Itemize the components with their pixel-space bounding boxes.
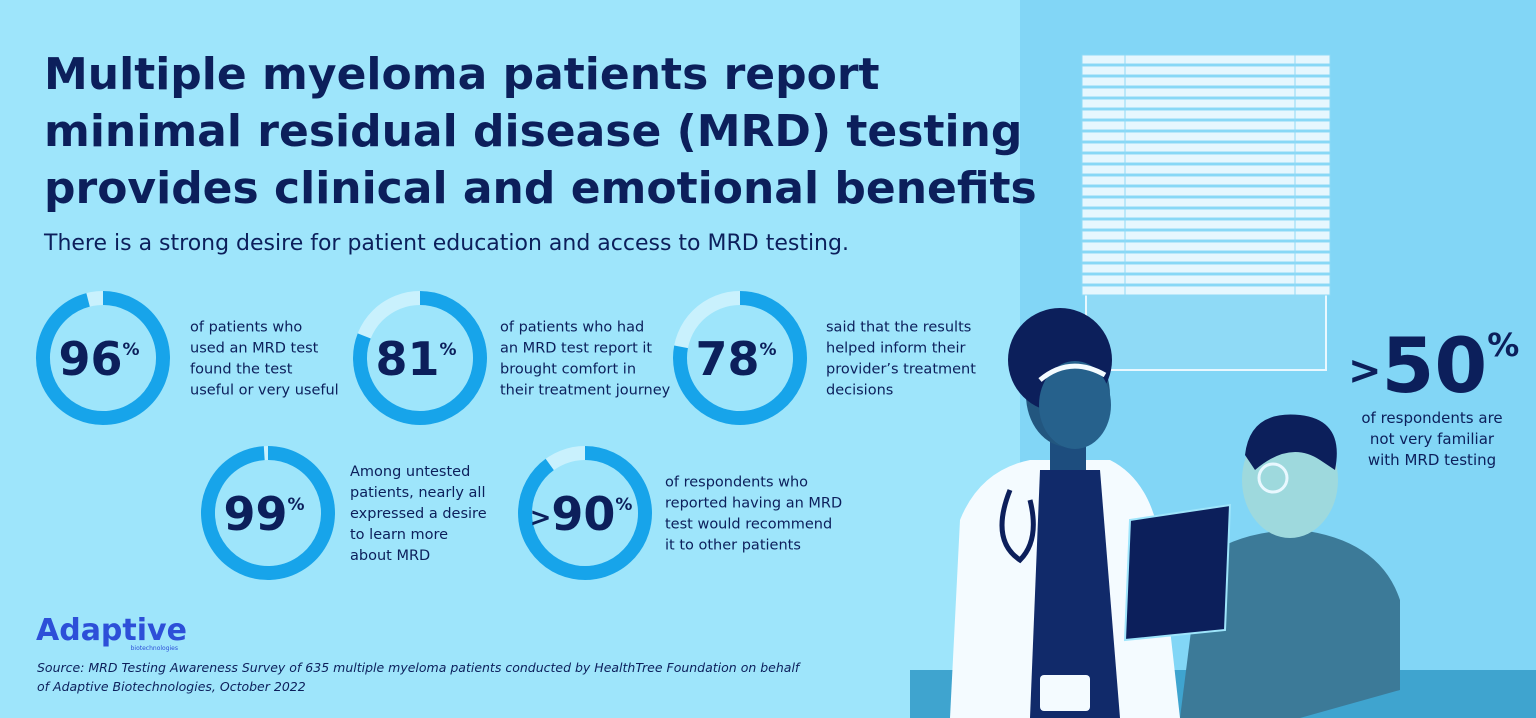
blind-slat <box>1081 164 1331 175</box>
stat-text: used an MRD test <box>190 341 319 357</box>
stat-unit: % <box>615 495 632 515</box>
blind-slat <box>1081 76 1331 87</box>
stat-number: 99% <box>223 487 304 541</box>
stat-text: it to other patients <box>665 538 801 554</box>
ring-arc <box>518 446 652 580</box>
illustration <box>910 308 1536 718</box>
blind-slat <box>1081 274 1331 285</box>
stat-text: patients, nearly all <box>350 485 486 501</box>
stat-value: 99 <box>223 487 287 541</box>
stat-text: expressed a desire <box>350 506 487 522</box>
stat-text: said that the results <box>826 320 971 336</box>
window <box>1081 54 1331 371</box>
stat-number: 78% <box>695 332 776 386</box>
stat-text: of patients who had <box>500 320 644 336</box>
patient-shirt <box>1180 530 1400 718</box>
doctor-shirt <box>1030 470 1120 718</box>
callout-text: not very familiar <box>1370 430 1495 448</box>
blind-slat <box>1081 230 1331 241</box>
blind-slat <box>1081 153 1331 164</box>
stat-number: 81% <box>375 332 456 386</box>
blind-slat <box>1081 241 1331 252</box>
stat-text: decisions <box>826 383 893 399</box>
blind-slat <box>1081 131 1331 142</box>
stat-text: helped inform their <box>826 341 966 357</box>
doctor-face-front <box>1039 361 1111 449</box>
stat-unit: % <box>439 340 456 360</box>
blind-slat <box>1081 142 1331 153</box>
source: Source: MRD Testing Awareness Survey of … <box>37 660 801 675</box>
glasses <box>1257 462 1289 494</box>
ring-arc <box>36 291 170 425</box>
stat-value: 78 <box>695 332 759 386</box>
blind-slat <box>1081 109 1331 120</box>
blinds <box>1081 54 1331 300</box>
callout-unit: % <box>1487 326 1519 364</box>
headband <box>1038 363 1107 382</box>
stat-text: brought comfort in <box>500 362 636 378</box>
blind-slat <box>1081 65 1331 76</box>
stat-text: of respondents who <box>665 475 808 491</box>
callout-value: 50 <box>1382 321 1488 410</box>
stat-text: an MRD test report it <box>500 341 652 357</box>
ring-arc <box>353 291 487 425</box>
source: of Adaptive Biotechnologies, October 202… <box>37 679 306 694</box>
logo-tagline: biotechnologies <box>131 645 178 652</box>
stat-text: to learn more <box>350 527 448 543</box>
stat-text: reported having an MRD <box>665 496 842 512</box>
title-line: Multiple myeloma patients report <box>44 49 880 100</box>
stat-unit: % <box>759 340 776 360</box>
stat-number: >90% <box>530 487 633 541</box>
blind-slat <box>1081 120 1331 131</box>
stat-prefix: > <box>530 503 552 533</box>
stat-text: test would recommend <box>665 517 832 533</box>
header: Multiple myeloma patients report minimal… <box>43 49 1037 256</box>
stat-text: their treatment journey <box>500 383 671 399</box>
blind-slat <box>1081 54 1331 65</box>
stat-value: 96 <box>58 332 122 386</box>
callout-text: of respondents are <box>1361 409 1502 427</box>
callout-text: with MRD testing <box>1368 451 1496 469</box>
logo-name: Adaptive <box>36 613 187 648</box>
blind-slat <box>1081 197 1331 208</box>
callout: >50% of respondents are not very familia… <box>1348 321 1519 469</box>
stat-text: useful or very useful <box>190 383 339 399</box>
stat-text: Among untested <box>350 464 470 480</box>
blind-slat <box>1081 175 1331 186</box>
title-line: minimal residual disease (MRD) testing <box>44 106 1022 157</box>
blind-slat <box>1081 263 1331 274</box>
title-line: provides clinical and emotional benefits <box>44 163 1037 214</box>
stat-unit: % <box>287 495 304 515</box>
stethoscope <box>999 489 1036 564</box>
ring-arc <box>673 291 807 425</box>
logo: Adaptive biotechnologies <box>36 613 187 652</box>
stat-text: about MRD <box>350 548 430 564</box>
blind-slat <box>1081 285 1331 296</box>
stat-number: 96% <box>58 332 139 386</box>
clipboard <box>1123 503 1232 642</box>
blind-slat <box>1081 219 1331 230</box>
stat-text: found the test <box>190 362 293 378</box>
cup <box>1040 675 1090 711</box>
callout-number: >50% <box>1348 321 1519 410</box>
window-frame <box>1085 289 1327 371</box>
stat-value: 90 <box>551 487 615 541</box>
patient-hair <box>1245 414 1337 470</box>
stat-value: 81 <box>375 332 439 386</box>
ring-arc <box>201 446 335 580</box>
subtitle: There is a strong desire for patient edu… <box>43 231 849 256</box>
stats: 96% of patients who used an MRD test found … <box>36 291 976 580</box>
stat-text: of patients who <box>190 320 302 336</box>
blind-slat <box>1081 98 1331 109</box>
stat-unit: % <box>122 340 139 360</box>
callout-prefix: > <box>1348 348 1382 394</box>
blind-slat <box>1081 252 1331 263</box>
blind-slat <box>1081 208 1331 219</box>
blind-slat <box>1081 186 1331 197</box>
stat-text: provider’s treatment <box>826 362 976 378</box>
blind-slat <box>1081 87 1331 98</box>
